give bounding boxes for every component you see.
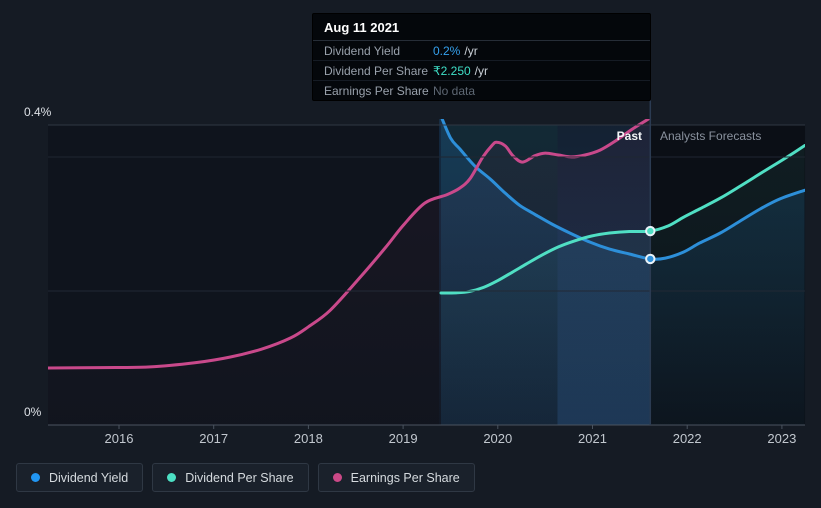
series-line-dividend-per-share <box>439 144 805 295</box>
past-region-label: Past <box>616 129 642 143</box>
chart-tooltip: Aug 11 2021 Dividend Yield 0.2% /yr Divi… <box>312 13 651 101</box>
x-axis-label-2018: 2018 <box>293 431 323 446</box>
legend-item-earnings-per-share[interactable]: Earnings Per Share <box>317 463 475 492</box>
series-area-earnings-per-share <box>48 119 651 425</box>
tooltip-row-dividend-per-share: Dividend Per Share ₹2.250 /yr <box>313 61 650 81</box>
x-axis-label-2017: 2017 <box>199 431 229 446</box>
tooltip-value: ₹2.250 <box>433 63 471 78</box>
earnings-per-share-dot-icon <box>332 473 342 482</box>
forecast-region-label: Analysts Forecasts <box>660 129 762 143</box>
y-axis-label-top: 0.4% <box>24 105 52 119</box>
x-axis-label-2022: 2022 <box>672 431 702 446</box>
legend-label: Dividend Yield <box>49 470 129 485</box>
x-axis-label-2016: 2016 <box>104 431 134 446</box>
tooltip-value: 0.2% <box>433 43 461 58</box>
legend-item-dividend-yield[interactable]: Dividend Yield <box>16 463 144 492</box>
series-marker-dividend-per-share[interactable] <box>645 225 656 237</box>
dividend-per-share-dot-icon <box>167 473 177 482</box>
legend-label: Dividend Per Share <box>185 470 294 485</box>
tooltip-value-suffix: /yr <box>464 43 478 58</box>
legend-label: Earnings Per Share <box>350 470 460 485</box>
tooltip-value: No data <box>433 83 476 98</box>
tooltip-label: Dividend Yield <box>324 43 401 58</box>
y-axis-label-bottom: 0% <box>24 405 42 419</box>
series-marker-dividend-yield[interactable] <box>645 253 656 265</box>
tooltip-label: Dividend Per Share <box>324 63 429 78</box>
dividend-yield-dot-icon <box>31 473 40 482</box>
x-axis-label-2020: 2020 <box>483 431 513 446</box>
chart-legend: Dividend Yield Dividend Per Share Earnin… <box>16 463 475 492</box>
x-axis-label-2019: 2019 <box>388 431 418 446</box>
series-line-dividend-yield <box>440 119 805 261</box>
tooltip-row-earnings-per-share: Earnings Per Share No data <box>313 81 650 100</box>
tooltip-row-dividend-yield: Dividend Yield 0.2% /yr <box>313 41 650 61</box>
tooltip-value-suffix: /yr <box>474 63 489 78</box>
tooltip-label: Earnings Per Share <box>324 83 429 98</box>
tooltip-date: Aug 11 2021 <box>313 14 650 41</box>
x-axis-label-2023: 2023 <box>767 431 797 446</box>
legend-item-dividend-per-share[interactable]: Dividend Per Share <box>152 463 309 492</box>
x-axis-label-2021: 2021 <box>578 431 607 446</box>
